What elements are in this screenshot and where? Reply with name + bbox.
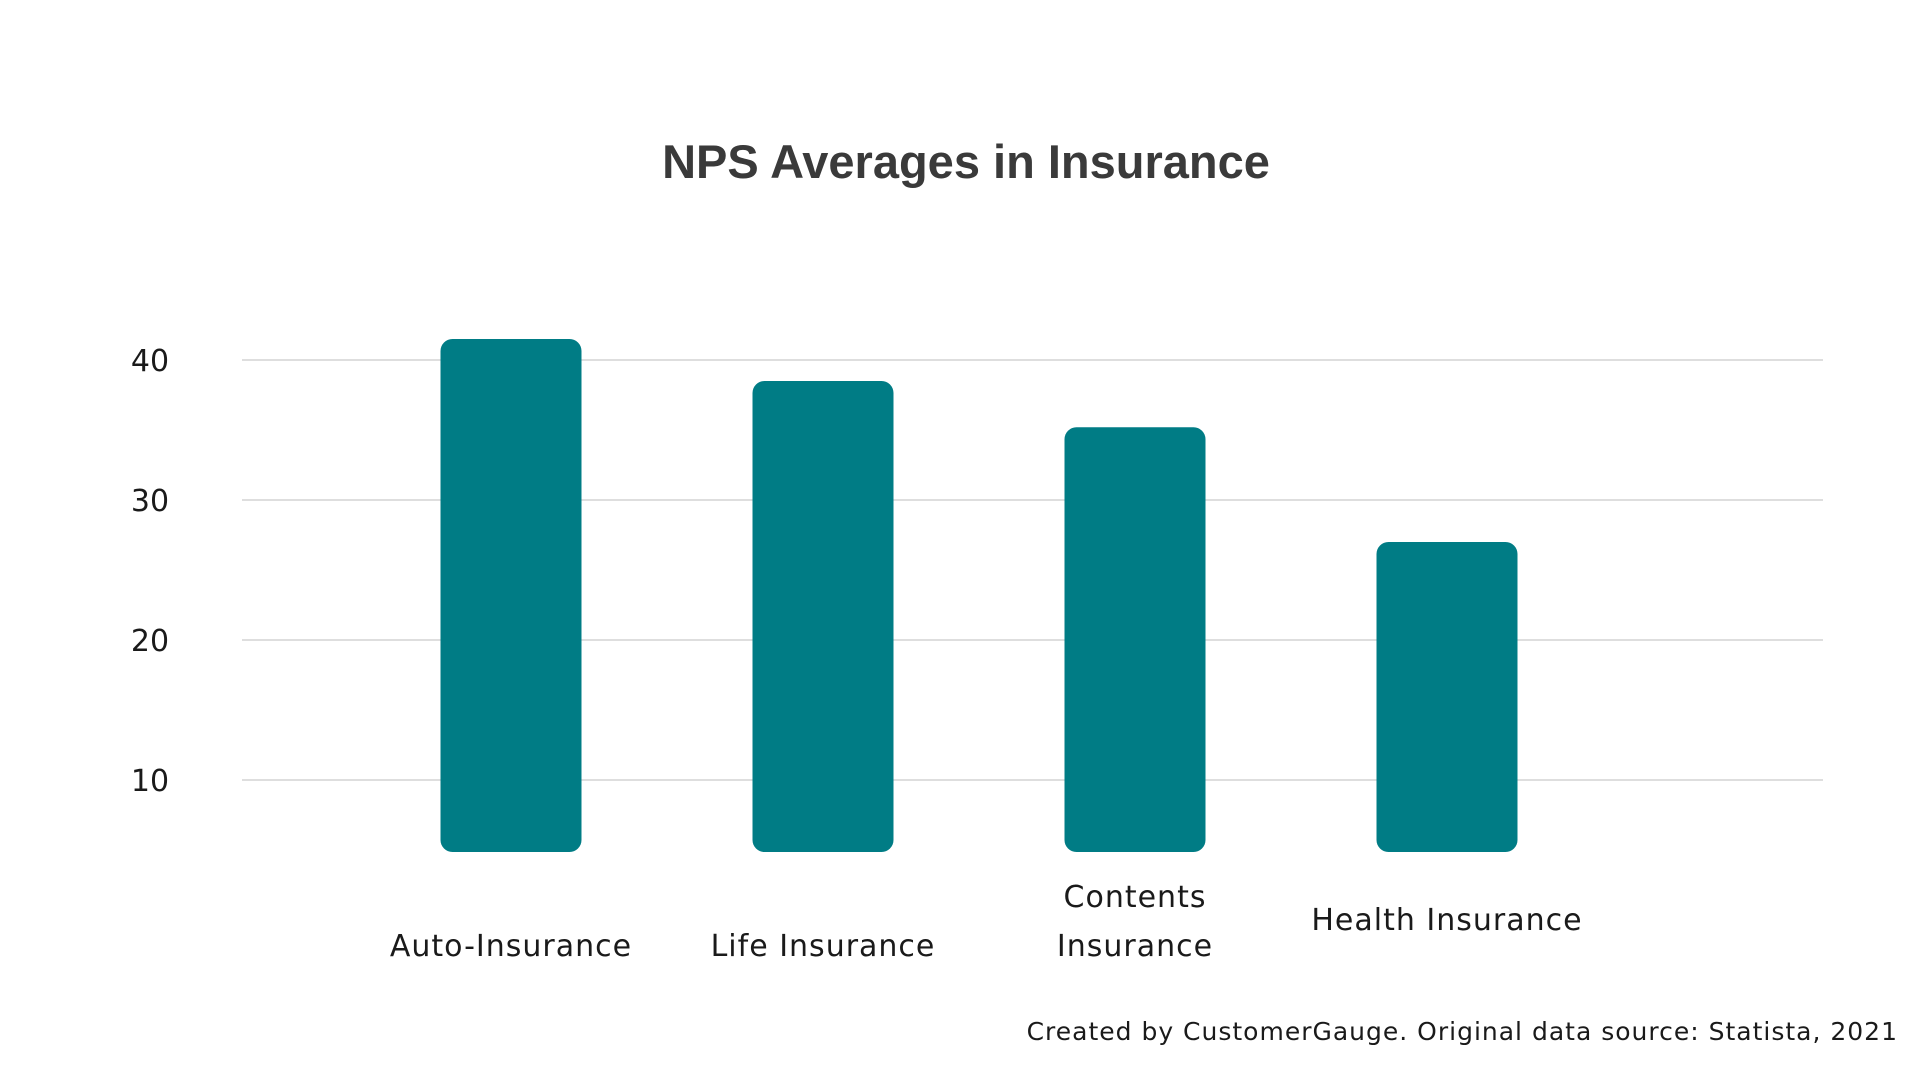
y-tick-label: 30 [131,484,169,519]
x-category-label: Auto-Insurance [390,929,632,964]
source-credit: Created by CustomerGauge. Original data … [1027,1017,1898,1046]
x-category-label: Health Insurance [1311,903,1582,938]
y-tick-label: 10 [131,764,169,799]
bar [1064,427,1206,852]
chart-title: NPS Averages in Insurance [662,135,1270,188]
bars [440,339,1518,852]
y-tick-label: 20 [131,624,169,659]
y-axis-ticks: 10 20 30 40 [131,344,169,799]
bar [752,381,894,852]
bar [440,339,582,852]
x-category-label: Life Insurance [711,929,936,964]
y-tick-label: 40 [131,344,169,379]
x-axis-labels: Auto-Insurance Life Insurance Contents Insu… [390,880,1582,964]
x-category-label: Contents Insurance [1057,880,1213,964]
bar [1376,542,1518,852]
